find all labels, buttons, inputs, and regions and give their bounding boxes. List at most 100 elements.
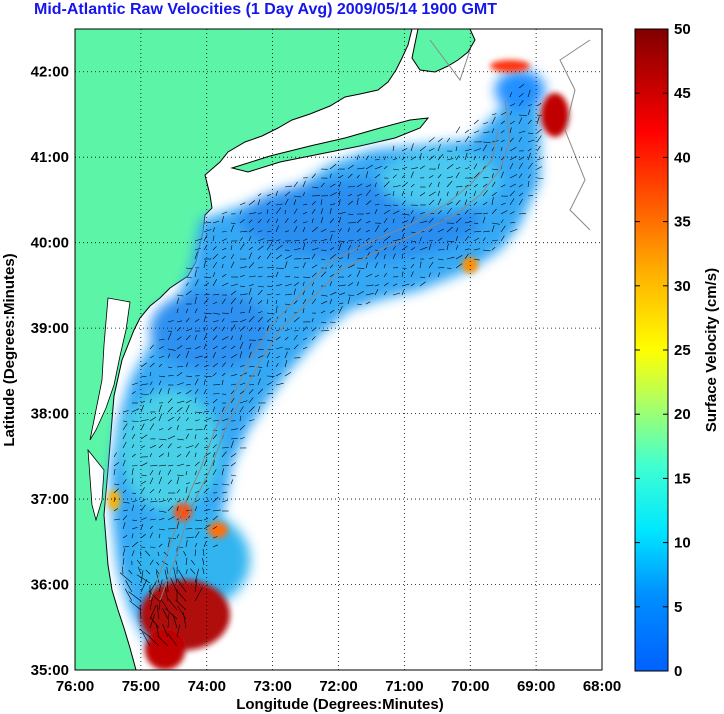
velocity-vector [329, 309, 335, 314]
velocity-vector [176, 506, 179, 512]
velocity-vector [239, 202, 246, 206]
velocity-vector [167, 366, 173, 369]
velocity-vector [167, 464, 174, 467]
velocity-vector [518, 92, 524, 98]
velocity-vector [203, 524, 211, 530]
velocity-vector [365, 273, 373, 278]
velocity-vector [203, 375, 212, 378]
velocity-vector [257, 230, 263, 233]
velocity-vector [194, 397, 197, 404]
velocity-vector [293, 208, 298, 215]
velocity-vector [149, 605, 157, 620]
lon-tick-label: 73:00 [253, 678, 291, 695]
velocity-vector [149, 580, 158, 593]
velocity-vector [311, 272, 317, 278]
velocity-vector [509, 211, 515, 215]
velocity-vector [338, 292, 346, 296]
velocity-vector [140, 445, 146, 449]
velocity-vector [329, 298, 333, 305]
velocity-vector [266, 352, 271, 359]
velocity-vector [248, 275, 256, 278]
velocity-vector [401, 267, 407, 269]
velocity-vector [176, 521, 180, 530]
colorbar-tick-label: 15 [674, 470, 691, 487]
velocity-vector [329, 207, 332, 215]
velocity-vector [428, 228, 433, 233]
velocity-vector [509, 111, 513, 116]
velocity-vector [284, 372, 292, 377]
velocity-vector [221, 468, 224, 476]
velocity-vector [122, 423, 128, 431]
velocity-vector [230, 408, 234, 413]
velocity-vector [221, 231, 227, 233]
velocity-vector [428, 243, 432, 251]
velocity-vector [167, 613, 170, 629]
velocity-vector [113, 488, 119, 494]
velocity-vector [383, 165, 388, 170]
velocity-vector [302, 211, 308, 215]
velocity-vector [437, 272, 440, 278]
velocity-vector [275, 267, 284, 269]
velocity-vector [320, 300, 328, 305]
velocity-vector [284, 230, 289, 233]
velocity-vector [194, 470, 197, 476]
velocity-vector [383, 209, 390, 215]
velocity-vector [527, 152, 531, 161]
velocity-vector [455, 199, 461, 206]
velocity-vector [158, 339, 165, 341]
velocity-vector [500, 225, 506, 233]
velocity-vector [230, 383, 237, 386]
velocity-vector [122, 509, 128, 512]
velocity-vector [275, 293, 280, 296]
velocity-vector [293, 266, 299, 269]
velocity-vector [320, 208, 324, 215]
velocity-vector [284, 191, 291, 197]
velocity-vector [131, 500, 138, 503]
velocity-vector [302, 262, 306, 269]
velocity-vector [176, 416, 181, 422]
velocity-vector [329, 183, 336, 188]
velocity-vector [437, 228, 444, 233]
velocity-vector [230, 335, 234, 341]
velocity-vector [176, 476, 180, 485]
velocity-vector [113, 452, 117, 458]
velocity-vector [230, 437, 238, 440]
colorbar [634, 28, 669, 672]
velocity-vector [167, 452, 170, 458]
velocity-vector [446, 243, 449, 251]
velocity-vector [185, 350, 190, 359]
velocity-vector [212, 301, 218, 305]
x-axis-label: Longitude (Degrees:Minutes) [236, 696, 444, 713]
velocity-vector [230, 440, 234, 449]
velocity-vector [167, 387, 170, 395]
velocity-vector [428, 175, 434, 179]
velocity-vector [320, 228, 327, 233]
velocity-vector [257, 339, 263, 341]
velocity-vector [176, 546, 184, 548]
velocity-vector [473, 201, 478, 206]
velocity-vector [140, 419, 149, 422]
velocity-vector [374, 274, 379, 278]
velocity-vector [446, 267, 452, 269]
velocity-vector [446, 226, 453, 233]
velocity-vector [437, 258, 444, 261]
velocity-vector [140, 546, 146, 548]
velocity-vector [329, 253, 337, 260]
velocity-vector [155, 571, 160, 584]
colorbar-tick-label: 50 [674, 21, 691, 38]
velocity-vector [401, 245, 408, 251]
velocity-vector [212, 220, 220, 224]
velocity-vector [166, 566, 169, 575]
velocity-vector [464, 136, 470, 143]
velocity-vector [164, 587, 169, 602]
velocity-vector [140, 404, 144, 413]
velocity-vector [167, 406, 174, 413]
velocity-vector [428, 261, 434, 269]
velocity-vector [302, 308, 305, 314]
velocity-vector [185, 404, 190, 413]
velocity-vector [482, 183, 488, 188]
velocity-vector [410, 183, 415, 188]
velocity-vector [167, 528, 176, 530]
velocity-vector [131, 391, 136, 395]
velocity-vector [194, 251, 198, 260]
